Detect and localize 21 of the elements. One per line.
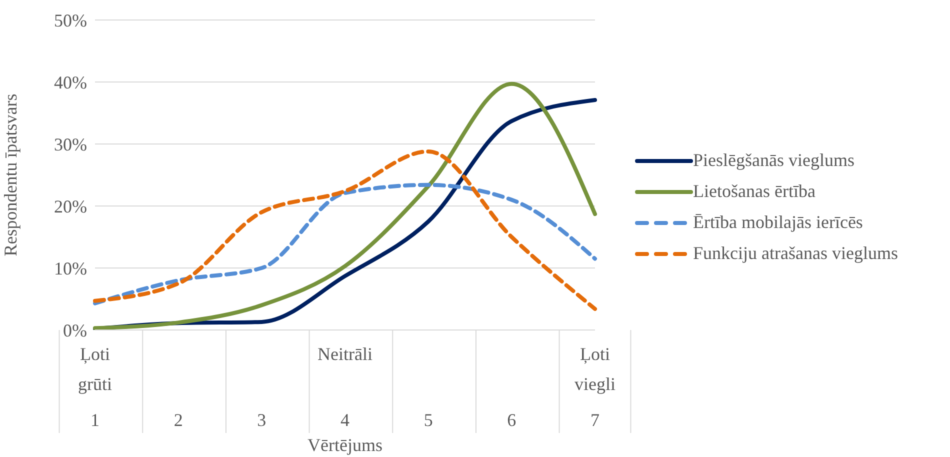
y-axis-title: Respondentu īpatsvars [0, 94, 20, 256]
x-tick-label: 3 [257, 410, 266, 430]
y-tick-label: 0% [63, 320, 87, 340]
line-series [93, 149, 597, 311]
y-tick-label: 40% [54, 72, 87, 92]
legend-label: Pieslēgšanās vieglums [693, 150, 854, 171]
x-tick-label: Ļoti viegli 7 [574, 344, 616, 430]
y-tick-label: 10% [54, 258, 87, 278]
y-tick-label: 20% [54, 196, 87, 216]
y-tick-label: 50% [54, 10, 87, 30]
legend-label: Funkciju atrašanas vieglums [693, 243, 898, 264]
category-label: Neitrāli 4 [318, 344, 372, 430]
x-axis-title: Vērtējums [308, 435, 382, 455]
x-tick-label: 6 [507, 410, 516, 430]
legend-label: Lietošanas ērtība [693, 181, 816, 202]
x-tick-label: 2 [174, 410, 183, 430]
x-tick-label: 5 [424, 410, 433, 430]
legend-label: Ērtība mobilajās ierīcēs [693, 212, 863, 233]
x-tick-label: Ļoti grūti 1 [78, 344, 112, 430]
line-series [93, 182, 597, 306]
y-tick-label: 30% [54, 134, 87, 154]
